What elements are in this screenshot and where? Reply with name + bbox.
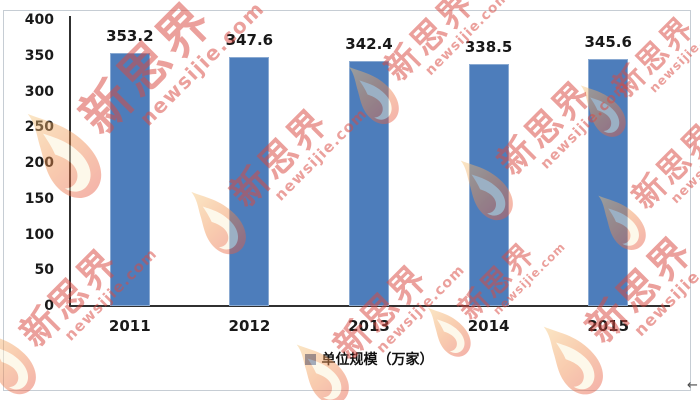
x-tick-label-2013: 2013	[348, 317, 390, 335]
y-tick-label-400: 400	[24, 12, 54, 28]
y-tick-label-300: 300	[24, 83, 54, 100]
y-axis-line	[69, 16, 71, 307]
y-tick-label-100: 100	[24, 226, 54, 243]
bar-2014	[468, 63, 509, 306]
bar-value-label-2011: 353.2	[106, 27, 154, 46]
y-tick-label-350: 350	[24, 47, 54, 64]
y-tick-label-200: 200	[24, 155, 54, 171]
bar-value-label-2014: 338.5	[464, 37, 513, 56]
y-tick-label-50: 50	[34, 262, 54, 279]
bar-2013	[349, 61, 389, 306]
legend-marker	[304, 353, 316, 365]
y-tick-label-0: 0	[44, 298, 54, 314]
cursor-arrow-icon: ←	[687, 378, 698, 393]
legend-label: 单位规模（万家）	[321, 352, 434, 368]
x-axis-line	[69, 305, 670, 307]
bar-2012	[229, 57, 270, 306]
bar-2015	[588, 58, 629, 306]
legend: 单位规模（万家）	[70, 349, 668, 369]
x-tick-label-2012: 2012	[228, 317, 271, 335]
y-tick-label-250: 250	[24, 119, 54, 136]
x-tick-label-2014: 2014	[467, 317, 510, 335]
x-tick-label-2015: 2015	[587, 317, 630, 335]
bar-value-label-2013: 342.4	[345, 35, 393, 54]
bar-2011	[109, 53, 150, 306]
bar-value-label-2012: 347.6	[225, 31, 274, 50]
x-tick-label-2011: 2011	[108, 317, 151, 335]
bar-value-label-2015: 345.6	[584, 32, 632, 51]
y-tick-label-150: 150	[24, 190, 54, 207]
